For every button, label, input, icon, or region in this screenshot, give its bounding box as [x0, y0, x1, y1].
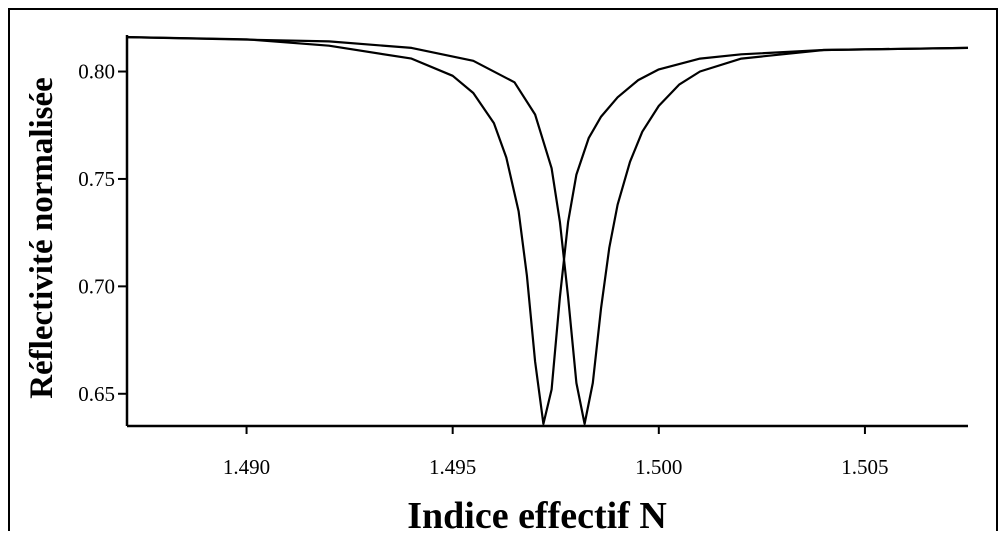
x-tick-label: 1.495: [429, 455, 476, 479]
y-tick-label: 0.75: [78, 167, 115, 191]
x-tick-label: 1.490: [223, 455, 270, 479]
series-line-1: [126, 36, 969, 425]
y-tick-label: 0.65: [78, 382, 115, 406]
x-ticks: 1.490 1.495 1.500 1.505: [223, 426, 889, 479]
x-tick-label: 1.505: [841, 455, 888, 479]
x-tick-label: 1.500: [635, 455, 682, 479]
y-ticks: 0.80 0.75 0.70 0.65: [78, 60, 127, 406]
figure-frame: [8, 8, 998, 531]
y-tick-label: 0.70: [78, 274, 115, 298]
x-axis-title: Indice effectif N: [407, 495, 667, 533]
y-tick-label: 0.80: [78, 60, 115, 84]
series-layer: [126, 36, 969, 425]
series-line-2: [126, 36, 969, 425]
y-axis-title: Réflectivité normalisée: [24, 77, 60, 399]
